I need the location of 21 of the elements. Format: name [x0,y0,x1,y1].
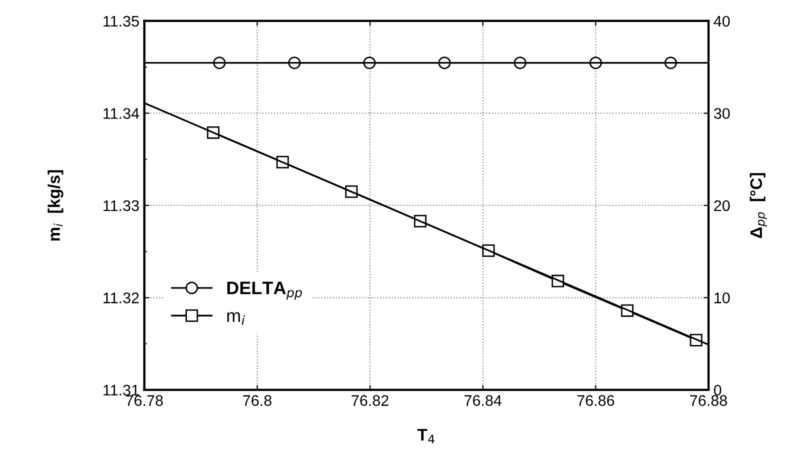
x-tick-label: 76.88 [690,395,727,406]
x-tick-label: 76.8 [243,395,272,406]
legend-label: DELTA$_{pp}$ [227,282,302,300]
y-tick-label: 11.32 [104,292,139,304]
y2-axis-title: Δ$_{pp}$ [°C] [750,173,768,238]
x-tick-label: 76.84 [464,395,502,406]
x-tick-label: 76.82 [352,395,388,406]
y2-tick-label: 40 [714,16,730,27]
y-tick-label: 11.33 [104,200,139,212]
y-axis-title: m$_{i}$ [kg/s] [48,170,64,241]
y-tick-label: 11.31 [104,384,139,396]
y-tick-label: 11.34 [104,108,140,119]
y2-tick-label: 10 [714,292,730,304]
x-axis-title: T$_{4}$ [417,429,434,444]
x-tick-label: 76.78 [126,395,163,406]
y2-tick-label: 0 [714,384,722,396]
y2-tick-label: 20 [714,200,730,212]
legend-label: m$_{i}$ [227,312,245,325]
y-tick-label: 11.35 [104,16,139,27]
x-tick-label: 76.86 [577,395,614,406]
y2-tick-label: 30 [714,108,730,119]
